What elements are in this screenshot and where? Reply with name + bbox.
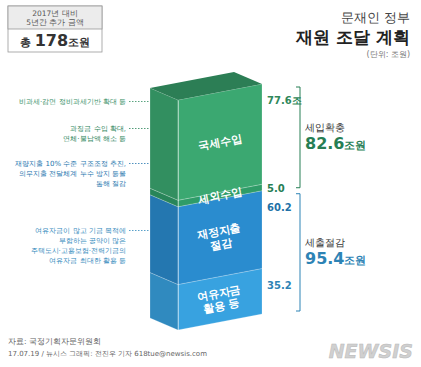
group-name: 세출절감 [305,237,345,248]
group-value: 95.4조원 [305,249,366,268]
total-value: 총 178조원 [20,31,90,50]
group-name: 세입확충 [305,122,345,133]
bar-segment [178,191,262,285]
bar-side-face [150,195,178,285]
segment-label: 여유자금활용 등 [196,283,244,317]
data-label: 35.2 [267,280,292,291]
credit: 17.07.19 / 뉴시스 그래픽: 전진우 기자 618tue@newsis… [8,350,207,358]
labels: 여유자금활용 등 재정지출절감 세외수입 국세수입 35.2 60.2 5.0 77.6조세입… [15,87,366,317]
subtitle: 문재인 정부 [341,10,410,25]
source: 자료: 국정기획자문위원회 [8,337,101,346]
group-bracket [296,194,300,311]
note-leader [129,230,149,231]
segment-label: 재정지출절감 [195,221,244,255]
note-line: 부합하는 공약이 많은 [59,237,126,245]
total-box [8,6,102,52]
note-line: 통해 절감 [96,180,126,188]
bar-top-face [150,72,262,100]
note-leader [129,128,149,129]
note-leader [129,101,149,102]
total-box-header [8,6,102,29]
total-label: 5년간 추가 금액 [26,18,84,27]
note-leader [129,163,149,164]
note-line: 여유자금이 많고 기금 목적에 [35,227,126,235]
logo: NEWSIS [329,340,413,362]
data-label: 5.0 [267,183,285,194]
axis-line [178,101,179,331]
total-label: 2017년 대비 [32,9,77,18]
note-line: 의무지출 전달체계 누수 방지 등을 [19,170,126,178]
data-label: 60.2 [267,202,292,213]
note-line: 재량지출 10% 수준 구조조정 추진, [15,160,126,168]
chart: 여유자금활용 등 재정지출절감 세외수입 국세수입 35.2 60.2 5.0 77.6조세입… [0,0,421,367]
bar-segment [178,84,262,200]
data-label: 77.6조 [267,95,302,106]
note-line: 연체·불납액 해소 등 [63,135,126,143]
note-line: 과징금 수입 확대, [70,125,126,133]
group-value: 82.6조원 [305,134,366,153]
title: 재원 조달 계획 [295,27,410,47]
bar-side-face [150,88,178,200]
note-line: 여유자금 최대한 활용 등 [49,257,126,265]
unit-label: (단위: 조원) [367,50,410,59]
segment-label: 세외수입 [196,185,243,206]
y-axis [178,101,179,331]
group-bracket [296,87,300,188]
segment-label: 국세수입 [197,132,243,153]
bars [150,72,262,330]
note-line: 주택도시·고용보험·전력기금의 [31,247,126,255]
note-line: 비과세·감면 정비과세기반 확대 등 [19,98,126,106]
